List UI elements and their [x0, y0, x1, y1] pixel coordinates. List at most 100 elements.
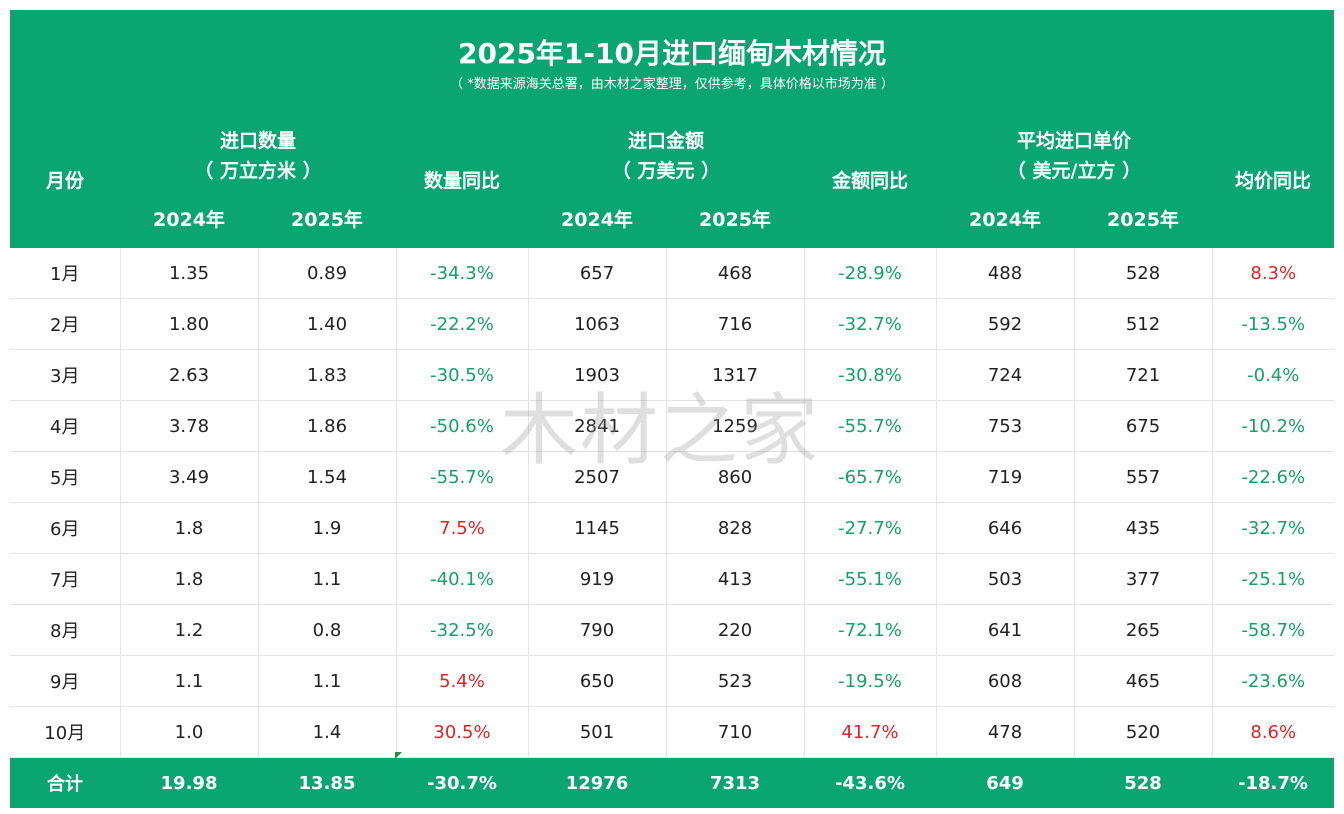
cell-quantity-yoy: -32.5%	[396, 604, 529, 656]
cell-price-2025: 675	[1074, 400, 1213, 452]
import-table-sheet: 2025年1-10月进口缅甸木材情况 （ *数据来源海关总署，由木材之家整理，仅…	[10, 10, 1334, 808]
cell-month: 1月	[10, 248, 121, 299]
cell-amount-yoy: -72.1%	[804, 604, 937, 656]
header-price-2025: 2025年	[1107, 209, 1179, 231]
cell-amount-2024: 657	[528, 248, 667, 299]
cell-amount-yoy: -30.8%	[804, 349, 937, 401]
cell-price-yoy: -22.6%	[1212, 451, 1334, 503]
cell-quantity-2025: 1.9	[258, 502, 397, 554]
cell-price-2024: 503	[936, 553, 1075, 605]
header-quantity-yoy: 数量同比	[423, 170, 500, 192]
cell-price-2025: 721	[1074, 349, 1213, 401]
cell-amount-2025: 220	[666, 604, 805, 656]
cell-quantity-2024: 3.78	[120, 400, 259, 452]
cell-price-2024: 478	[936, 706, 1075, 758]
header-amount-yoy: 金额同比	[831, 170, 908, 192]
table-row: 3月 2.63 1.83 -30.5% 1903 1317 -30.8% 724 721 -0.4…	[10, 349, 1334, 401]
cell-price-2024: 724	[936, 349, 1075, 401]
cell-month: 8月	[10, 604, 121, 656]
cell-quantity-yoy: -40.1%	[396, 553, 529, 605]
total-quantity-2024: 19.98	[120, 757, 258, 808]
cell-amount-yoy: -19.5%	[804, 655, 937, 707]
cell-amount-2025: 860	[666, 451, 805, 503]
cell-price-2024: 646	[936, 502, 1075, 554]
cell-amount-2025: 468	[666, 248, 805, 299]
header-price-2024: 2024年	[969, 209, 1041, 231]
cell-amount-2024: 2507	[528, 451, 667, 503]
total-price-2024: 649	[936, 757, 1074, 808]
header-price-unit: （ 美元/立方 ）	[1006, 160, 1142, 182]
cell-amount-yoy: -32.7%	[804, 298, 937, 350]
table-row: 5月 3.49 1.54 -55.7% 2507 860 -65.7% 719 557 -22.6…	[10, 451, 1334, 503]
cell-price-2025: 465	[1074, 655, 1213, 707]
header-quantity-unit: （ 万立方米 ）	[194, 160, 322, 182]
cell-quantity-2025: 0.8	[258, 604, 397, 656]
cell-amount-yoy: -55.1%	[804, 553, 937, 605]
cell-amount-2025: 1259	[666, 400, 805, 452]
cell-amount-2024: 2841	[528, 400, 667, 452]
cell-price-2024: 641	[936, 604, 1075, 656]
total-amount-2025: 7313	[666, 757, 804, 808]
cell-corner-marker	[395, 752, 402, 759]
cell-price-2024: 719	[936, 451, 1075, 503]
cell-quantity-2025: 0.89	[258, 248, 397, 299]
cell-month: 5月	[10, 451, 121, 503]
cell-quantity-2025: 1.4	[258, 706, 397, 758]
total-quantity-yoy: -30.7%	[396, 757, 528, 808]
header-amount-unit: （ 万美元 ）	[611, 160, 721, 182]
table-row: 9月 1.1 1.1 5.4% 650 523 -19.5% 608 465 -23.6%	[10, 655, 1334, 707]
table-row: 2月 1.80 1.40 -22.2% 1063 716 -32.7% 592 512 -13.5…	[10, 298, 1334, 350]
cell-price-2024: 592	[936, 298, 1075, 350]
table-row: 10月 1.0 1.4 30.5% 501 710 41.7% 478 520 8.6%	[10, 706, 1334, 758]
cell-amount-yoy: -27.7%	[804, 502, 937, 554]
total-amount-2024: 12976	[528, 757, 666, 808]
header-price-yoy: 均价同比	[1234, 170, 1311, 192]
cell-amount-yoy: -55.7%	[804, 400, 937, 452]
cell-quantity-2024: 2.63	[120, 349, 259, 401]
cell-amount-2025: 716	[666, 298, 805, 350]
cell-amount-2024: 501	[528, 706, 667, 758]
cell-price-2025: 528	[1074, 248, 1213, 299]
cell-amount-yoy: -28.9%	[804, 248, 937, 299]
cell-amount-yoy: -65.7%	[804, 451, 937, 503]
cell-quantity-2024: 1.0	[120, 706, 259, 758]
cell-quantity-yoy: -55.7%	[396, 451, 529, 503]
cell-amount-2025: 710	[666, 706, 805, 758]
table-row: 6月 1.8 1.9 7.5% 1145 828 -27.7% 646 435 -32.7%	[10, 502, 1334, 554]
cell-price-yoy: -0.4%	[1212, 349, 1334, 401]
cell-quantity-2024: 1.8	[120, 553, 259, 605]
cell-quantity-2024: 1.1	[120, 655, 259, 707]
header-amount-title: 进口金额	[627, 130, 704, 152]
cell-amount-2025: 523	[666, 655, 805, 707]
data-table: 1月 1.35 0.89 -34.3% 657 468 -28.9% 488 528 8.3% 2月…	[10, 248, 1334, 808]
cell-month: 10月	[10, 706, 121, 758]
cell-price-2024: 488	[936, 248, 1075, 299]
cell-month: 3月	[10, 349, 121, 401]
cell-month: 4月	[10, 400, 121, 452]
total-row: 合计 19.98 13.85 -30.7% 12976 7313 -43.6% 649 528-…	[10, 757, 1334, 808]
cell-month: 7月	[10, 553, 121, 605]
cell-quantity-2024: 3.49	[120, 451, 259, 503]
cell-price-yoy: 8.6%	[1212, 706, 1334, 758]
cell-quantity-2025: 1.83	[258, 349, 397, 401]
header-month: 月份	[45, 170, 84, 192]
cell-price-yoy: -10.2%	[1212, 400, 1334, 452]
cell-quantity-2025: 1.1	[258, 655, 397, 707]
header-quantity-2025: 2025年	[291, 209, 363, 231]
cell-quantity-yoy: 30.5%	[396, 706, 529, 758]
cell-price-2024: 608	[936, 655, 1075, 707]
cell-amount-yoy: 41.7%	[804, 706, 937, 758]
cell-price-yoy: -25.1%	[1212, 553, 1334, 605]
total-quantity-2025: 13.85	[258, 757, 396, 808]
header-quantity-2024: 2024年	[153, 209, 225, 231]
table-row: 7月 1.8 1.1 -40.1% 919 413 -55.1% 503 377 -25.1%	[10, 553, 1334, 605]
cell-price-2025: 520	[1074, 706, 1213, 758]
table-row: 1月 1.35 0.89 -34.3% 657 468 -28.9% 488 528 8.3%	[10, 248, 1334, 299]
cell-month: 6月	[10, 502, 121, 554]
cell-amount-2025: 1317	[666, 349, 805, 401]
cell-quantity-2024: 1.8	[120, 502, 259, 554]
data-source-note: （ *数据来源海关总署，由木材之家整理，仅供参考，具体价格以市场为准 ）	[450, 77, 894, 92]
cell-quantity-yoy: -34.3%	[396, 248, 529, 299]
header-amount-2025: 2025年	[699, 209, 771, 231]
cell-quantity-2024: 1.2	[120, 604, 259, 656]
